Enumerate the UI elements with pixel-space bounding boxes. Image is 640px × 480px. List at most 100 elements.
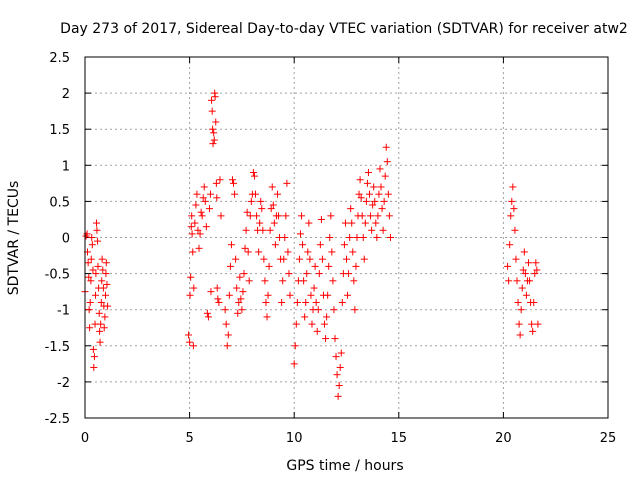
data-point [225, 291, 233, 299]
data-point [259, 226, 267, 234]
data-point [534, 320, 542, 328]
data-point [382, 143, 390, 151]
data-point [334, 392, 342, 400]
data-point [216, 176, 224, 184]
data-point [345, 270, 353, 278]
y-axis-label: SDTVAR / TECUs [6, 181, 22, 296]
data-point [102, 270, 110, 278]
data-point [526, 277, 534, 285]
data-point [99, 284, 107, 292]
data-point [338, 298, 346, 306]
data-point [188, 230, 196, 238]
data-point [378, 205, 386, 213]
data-point [213, 284, 221, 292]
x-tick-label: 10 [286, 431, 303, 446]
data-point [278, 298, 286, 306]
data-point [230, 179, 238, 187]
data-point [244, 248, 252, 256]
data-point [370, 183, 378, 191]
data-point [101, 313, 109, 321]
data-point [344, 291, 352, 299]
data-point [361, 219, 369, 227]
data-point [243, 208, 251, 216]
data-point [203, 309, 211, 317]
data-point [87, 277, 95, 285]
data-point [237, 295, 245, 303]
data-point [98, 255, 106, 263]
data-point [213, 194, 221, 202]
data-point [296, 230, 304, 238]
data-point [317, 215, 325, 223]
data-point [245, 277, 253, 285]
data-point [204, 313, 212, 321]
data-point [299, 241, 307, 249]
data-point [348, 219, 356, 227]
data-point [508, 197, 516, 205]
data-point [310, 284, 318, 292]
data-point [198, 212, 206, 220]
data-point [383, 158, 391, 166]
data-point [94, 262, 102, 270]
data-point [510, 205, 518, 213]
data-point [356, 176, 364, 184]
data-point [336, 363, 344, 371]
data-point [264, 291, 272, 299]
data-point [207, 288, 215, 296]
data-point [189, 342, 197, 350]
data-point [385, 212, 393, 220]
data-point [315, 270, 323, 278]
data-point [366, 190, 374, 198]
data-point [351, 306, 359, 314]
data-point [221, 306, 229, 314]
data-point [222, 320, 230, 328]
data-point [240, 270, 248, 278]
data-point [256, 219, 264, 227]
data-point [360, 255, 368, 263]
data-point [226, 262, 234, 270]
x-tick-label: 20 [495, 431, 512, 446]
data-point [295, 255, 303, 263]
data-point [210, 136, 218, 144]
data-point [380, 197, 388, 205]
data-point [205, 205, 213, 213]
data-point [202, 223, 210, 231]
data-point [379, 226, 387, 234]
y-tick-label: 2 [62, 87, 70, 102]
x-tick-label: 5 [185, 431, 193, 446]
data-point [185, 331, 193, 339]
data-point [201, 197, 209, 205]
data-point [87, 255, 95, 263]
data-point [369, 201, 377, 209]
data-points [81, 89, 542, 400]
data-point [533, 266, 541, 274]
data-point [197, 208, 205, 216]
y-tick-label: -2 [57, 376, 70, 391]
data-point [381, 172, 389, 180]
data-point [341, 219, 349, 227]
data-point [100, 324, 108, 332]
data-point [357, 194, 365, 202]
data-point [293, 298, 301, 306]
data-point [335, 382, 343, 390]
data-point [280, 255, 288, 263]
y-tick-label: -1.5 [45, 340, 70, 355]
data-point [311, 262, 319, 270]
data-point [253, 212, 261, 220]
data-point [255, 248, 263, 256]
data-point [363, 179, 371, 187]
data-point [200, 183, 208, 191]
data-point [265, 262, 273, 270]
data-point [312, 298, 320, 306]
data-point [328, 248, 336, 256]
data-point [235, 298, 243, 306]
data-point [261, 277, 269, 285]
data-point [512, 255, 520, 263]
data-point [307, 291, 315, 299]
data-point [511, 226, 519, 234]
data-point [515, 320, 523, 328]
data-point [324, 291, 332, 299]
data-point [302, 298, 310, 306]
data-point [232, 255, 240, 263]
data-point [283, 179, 291, 187]
